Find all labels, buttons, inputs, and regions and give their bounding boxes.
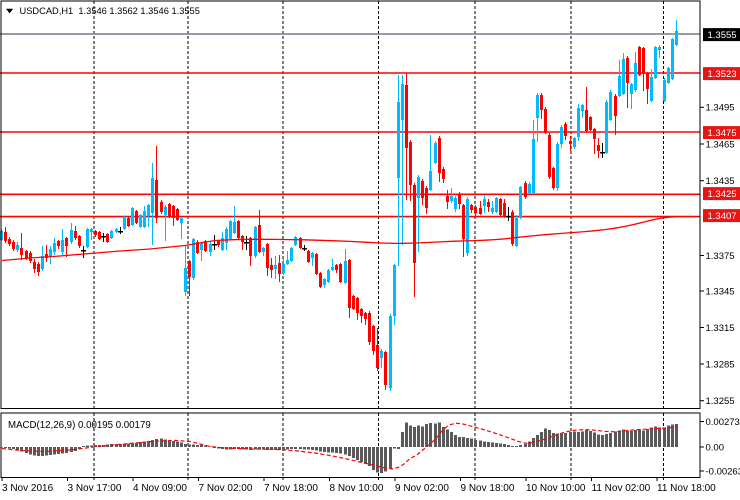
svg-text:0.00: 0.00: [706, 442, 725, 453]
svg-text:4 Nov 09:00: 4 Nov 09:00: [133, 483, 187, 494]
svg-text:3 Nov 17:00: 3 Nov 17:00: [68, 483, 122, 494]
svg-text:1.3465: 1.3465: [706, 139, 735, 150]
svg-text:1.3475: 1.3475: [708, 128, 737, 139]
svg-text:1.3285: 1.3285: [706, 359, 735, 370]
svg-text:9 Nov 02:00: 9 Nov 02:00: [395, 483, 449, 494]
svg-text:1.3375: 1.3375: [706, 251, 735, 262]
svg-text:3 Nov 2016: 3 Nov 2016: [2, 483, 54, 494]
svg-text:1.3495: 1.3495: [706, 103, 735, 114]
svg-text:-0.00263: -0.00263: [706, 466, 740, 477]
svg-text:1.3345: 1.3345: [706, 286, 735, 297]
svg-text:1.3555: 1.3555: [708, 30, 737, 41]
svg-text:USDCAD,H1 1.3546 1.3562 1.354: USDCAD,H1 1.3546 1.3562 1.3546 1.3555: [20, 6, 200, 16]
svg-text:1.3407: 1.3407: [708, 211, 737, 222]
svg-text:7 Nov 18:00: 7 Nov 18:00: [264, 483, 318, 494]
svg-text:11 Nov 02:00: 11 Nov 02:00: [592, 483, 651, 494]
svg-text:1.3435: 1.3435: [706, 176, 735, 187]
svg-text:1.3523: 1.3523: [708, 69, 737, 80]
svg-text:10 Nov 10:00: 10 Nov 10:00: [526, 483, 586, 494]
svg-text:11 Nov 18:00: 11 Nov 18:00: [657, 483, 716, 494]
svg-text:MACD(12,26,9) 0.00195 0.00179: MACD(12,26,9) 0.00195 0.00179: [8, 420, 151, 431]
svg-text:0.00273: 0.00273: [706, 417, 740, 428]
svg-text:1.3315: 1.3315: [706, 323, 735, 334]
svg-text:9 Nov 18:00: 9 Nov 18:00: [461, 483, 515, 494]
svg-text:8 Nov 10:00: 8 Nov 10:00: [330, 483, 384, 494]
svg-text:1.3255: 1.3255: [706, 396, 735, 407]
svg-text:7 Nov 02:00: 7 Nov 02:00: [199, 483, 253, 494]
svg-text:1.3425: 1.3425: [708, 189, 737, 200]
